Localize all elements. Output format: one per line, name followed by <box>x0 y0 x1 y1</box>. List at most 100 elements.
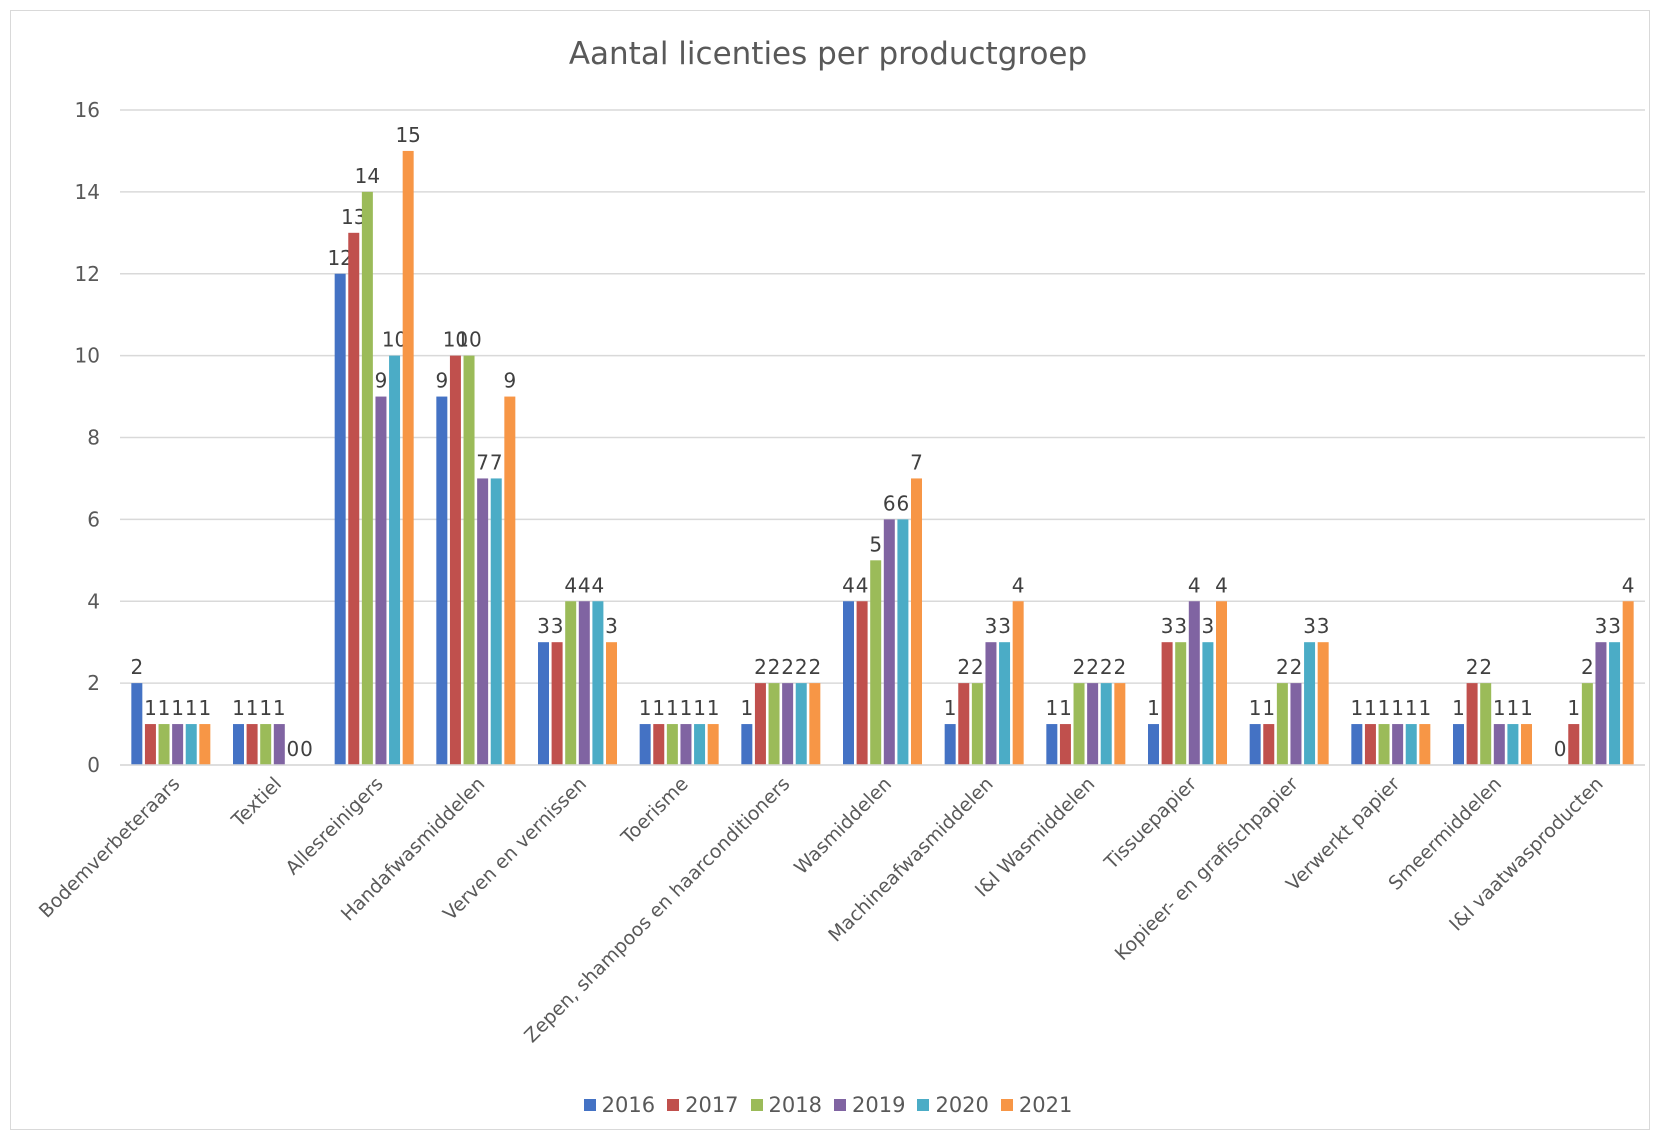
bar-2018 <box>1073 683 1085 765</box>
x-tick-label: Toerisme <box>616 773 692 849</box>
bar-2018 <box>158 724 170 765</box>
bar-2017 <box>1364 724 1376 765</box>
data-label: 2 <box>754 655 767 679</box>
data-label: 1 <box>693 696 706 720</box>
bar-2016 <box>131 683 143 765</box>
bar-2020 <box>1507 724 1519 765</box>
data-label: 4 <box>1215 573 1228 597</box>
data-label: 1 <box>1262 696 1275 720</box>
data-label: 2 <box>1466 655 1479 679</box>
bar-2016 <box>1351 724 1363 765</box>
data-label: 4 <box>856 573 869 597</box>
bar-2018 <box>361 191 373 765</box>
legend-item: 2018 <box>750 1093 822 1117</box>
data-label: 2 <box>781 655 794 679</box>
data-label: 1 <box>1364 696 1377 720</box>
bar-2018 <box>1276 683 1288 765</box>
x-tick-label: Kopieer- en grafischpapier <box>1111 773 1303 965</box>
bar-2019 <box>375 396 387 765</box>
bar-2019 <box>1392 724 1404 765</box>
bar-2017 <box>1263 724 1275 765</box>
data-label: 1 <box>144 696 157 720</box>
x-tick-label: Bodemverbeteraars <box>35 773 184 922</box>
data-label: 4 <box>842 573 855 597</box>
data-label: 3 <box>1303 614 1316 638</box>
bar-2019 <box>1087 683 1099 765</box>
legend-swatch <box>834 1099 846 1111</box>
data-label: 6 <box>897 491 910 515</box>
bar-2020 <box>1405 724 1417 765</box>
data-label: 3 <box>1595 614 1608 638</box>
legend-item: 2016 <box>583 1093 655 1117</box>
x-tick-label: Wasmiddelen <box>790 773 896 879</box>
bar-2021 <box>1317 642 1329 765</box>
data-label: 2 <box>1581 655 1594 679</box>
bar-2019 <box>273 724 285 765</box>
bar-2018 <box>666 724 678 765</box>
bar-2020 <box>185 724 197 765</box>
bar-2019 <box>782 683 794 765</box>
legend-swatch <box>1000 1099 1013 1111</box>
bar-2021 <box>1114 683 1126 765</box>
bar-2016 <box>334 273 346 765</box>
data-label: 2 <box>768 655 781 679</box>
data-label: 1 <box>1350 696 1363 720</box>
bar-2020 <box>490 478 502 765</box>
data-label: 1 <box>1493 696 1506 720</box>
bar-2019 <box>985 642 997 765</box>
data-label: 4 <box>564 573 577 597</box>
bar-2016 <box>233 724 244 765</box>
data-label: 1 <box>171 696 184 720</box>
legend-label: 2020 <box>935 1093 989 1117</box>
chart-frame <box>10 10 1650 1130</box>
y-tick-label: 4 <box>87 589 100 613</box>
bar-2018 <box>565 601 577 765</box>
bar-2020 <box>694 724 706 765</box>
y-tick-label: 14 <box>75 180 100 204</box>
bar-2016 <box>436 396 448 765</box>
bar-2017 <box>1161 642 1173 765</box>
legend-swatch <box>667 1099 680 1111</box>
data-label: 1 <box>1507 696 1520 720</box>
data-label: 2 <box>1113 655 1126 679</box>
y-tick-label: 8 <box>87 426 100 450</box>
bar-2019 <box>680 724 692 765</box>
data-label: 2 <box>1100 655 1113 679</box>
bar-2016 <box>843 601 854 765</box>
bar-2021 <box>606 642 617 765</box>
bar-2019 <box>1290 683 1302 765</box>
data-label: 10 <box>443 328 468 352</box>
y-tick-label: 2 <box>87 671 100 695</box>
y-tick-label: 6 <box>87 507 100 531</box>
data-label: 1 <box>1418 696 1431 720</box>
x-tick-label: Textiel <box>227 773 286 832</box>
bar-2018 <box>1581 683 1593 765</box>
bar-2021 <box>402 150 414 765</box>
bar-2019 <box>1595 642 1607 765</box>
data-label: 7 <box>910 450 923 474</box>
data-label: 10 <box>456 328 481 352</box>
data-label: 15 <box>395 123 420 147</box>
legend-label: 2021 <box>1018 1093 1073 1117</box>
bar-2018 <box>1378 724 1390 765</box>
data-label: 0 <box>1554 737 1567 761</box>
bar-2018 <box>260 724 272 765</box>
data-label: 3 <box>537 614 550 638</box>
bar-2017 <box>856 601 868 765</box>
legend-item: 2019 <box>834 1093 905 1117</box>
data-label: 9 <box>503 369 516 393</box>
bar-2021 <box>911 478 922 765</box>
data-label: 1 <box>246 696 259 720</box>
chart-legend: 2016 2017 2018 2019 2020 2021 <box>0 1093 1656 1117</box>
data-label: 9 <box>375 369 388 393</box>
legend-item: 2017 <box>667 1093 739 1117</box>
data-label: 7 <box>476 450 489 474</box>
legend-label: 2018 <box>768 1093 822 1117</box>
bar-2020 <box>897 519 909 765</box>
chart-title: Aantal licenties per productgroep <box>568 36 1088 72</box>
y-tick-label: 16 <box>75 98 100 122</box>
data-label: 1 <box>198 696 211 720</box>
data-label: 14 <box>355 164 380 188</box>
bar-2018 <box>1480 683 1492 765</box>
data-label: 4 <box>578 573 591 597</box>
